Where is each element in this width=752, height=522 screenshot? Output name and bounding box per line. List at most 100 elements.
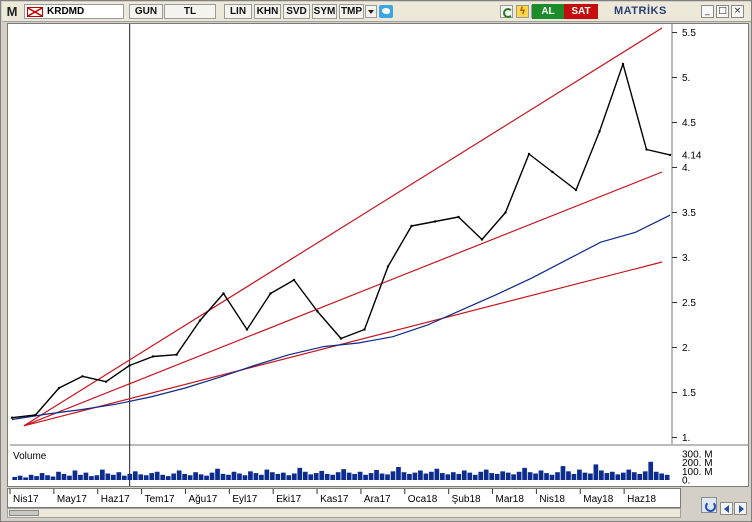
date-tick-label: Ara17	[364, 494, 391, 505]
volume-bar	[138, 474, 144, 480]
volume-bar	[237, 473, 242, 480]
volume-bar	[12, 476, 17, 480]
volume-bar	[440, 473, 445, 480]
volume-bar	[220, 473, 226, 480]
volume-bar	[253, 473, 259, 480]
price-point	[386, 265, 390, 268]
volume-bar	[242, 475, 248, 480]
candle-button[interactable]: KHN	[254, 4, 281, 19]
volume-bar	[259, 474, 264, 480]
volume-bar	[385, 474, 390, 480]
buy-button[interactable]: AL	[532, 4, 564, 19]
date-tick-label: Haz18	[627, 494, 656, 505]
chart-scrollbar[interactable]	[7, 508, 681, 518]
volume-bar	[39, 473, 45, 480]
template-button[interactable]: TMP	[339, 4, 364, 19]
price-chart[interactable]: 5.5 5. 4.5 4. 3.5 3. 2.5 2. 1.5 1. 4.14 300. M200. …	[10, 24, 748, 486]
volume-bar	[363, 474, 368, 480]
volume-bar	[324, 473, 330, 480]
volume-bar	[346, 472, 352, 480]
volume-bar	[89, 476, 94, 480]
volume-bar	[50, 476, 56, 480]
scroll-thumb[interactable]	[9, 510, 39, 516]
volume-bar	[505, 472, 511, 480]
refresh-icon[interactable]	[500, 5, 513, 18]
price-point	[457, 215, 460, 219]
volume-bar	[319, 470, 325, 480]
volume-bar	[160, 474, 166, 480]
price-point	[551, 170, 554, 174]
volume-bar	[335, 472, 341, 480]
volume-bar	[100, 469, 105, 480]
sell-button[interactable]: SAT	[564, 4, 598, 19]
volume-bar	[538, 470, 544, 480]
volume-bar	[631, 472, 637, 480]
volume-bar	[302, 471, 308, 480]
dropdown-icon[interactable]	[365, 5, 377, 18]
volume-bar	[297, 467, 303, 480]
volume-bar	[368, 473, 374, 480]
volume-bar	[45, 475, 50, 480]
volume-bar	[182, 473, 187, 480]
linear-scale-button[interactable]: LIN	[224, 4, 252, 19]
price-point	[339, 337, 343, 340]
price-tick-label: 4.	[682, 163, 690, 174]
minimize-button[interactable]: _	[701, 5, 714, 18]
volume-bar	[248, 471, 253, 480]
app-menu-icon[interactable]: M	[6, 4, 18, 19]
sync-icon[interactable]	[701, 497, 717, 513]
price-tick-label: 4.5	[682, 118, 696, 129]
price-point	[668, 153, 672, 157]
volume-bar	[456, 473, 462, 480]
date-axis: Nis17 May17 Haz17 Tem17 Ağu17 Eyl17 Eki17 Kas17…	[7, 488, 681, 508]
volume-bar	[209, 472, 215, 480]
symbol-button[interactable]: SYM	[312, 4, 337, 19]
price-tick-label: 3.	[682, 253, 690, 264]
date-tick-label: Nis17	[13, 494, 39, 505]
volume-bar	[83, 472, 89, 480]
volume-bar	[555, 472, 560, 480]
volume-bar	[116, 472, 122, 480]
date-tick-label: Mar18	[496, 494, 525, 505]
price-point	[527, 152, 531, 156]
volume-bar	[516, 471, 522, 480]
lightning-icon[interactable]: ϟ	[516, 5, 529, 18]
price-point	[504, 211, 507, 214]
chart-frame[interactable]: 5.5 5. 4.5 4. 3.5 3. 2.5 2. 1.5 1. 4.14 300. M 200. …	[7, 23, 749, 487]
maximize-button[interactable]: □	[716, 5, 729, 18]
period-button[interactable]: GUN	[129, 4, 163, 19]
date-tick-label: Kas17	[320, 494, 349, 505]
volume-bar	[588, 473, 593, 480]
volume-bar	[313, 473, 319, 480]
twitter-icon[interactable]	[379, 5, 393, 18]
volume-bar	[226, 474, 231, 480]
volume-bar	[648, 461, 654, 480]
close-button[interactable]: ×	[731, 5, 744, 18]
volume-bar	[599, 470, 604, 480]
date-tick-label: Oca18	[408, 494, 438, 505]
price-tick-label: 5.	[682, 73, 690, 84]
save-view-button[interactable]: SVD	[283, 4, 310, 19]
volume-bar	[187, 475, 193, 480]
price-point	[104, 380, 108, 383]
price-tick-label: 3.5	[682, 208, 696, 219]
volume-bar	[500, 471, 505, 480]
volume-tick-label: 100. M	[682, 467, 713, 478]
date-tick-label: Eki17	[276, 494, 301, 505]
date-axis-labels: Nis17 May17 Haz17 Tem17 Ağu17 Eyl17 Eki17 Kas17…	[9, 489, 656, 505]
symbol-selector[interactable]: KRDMD	[24, 4, 124, 19]
scroll-left-button[interactable]	[720, 502, 733, 515]
volume-bar	[577, 469, 582, 480]
volume-bar	[154, 471, 160, 480]
currency-button[interactable]: TL	[164, 4, 216, 19]
price-point	[175, 353, 178, 356]
volume-bar	[28, 474, 34, 480]
date-tick-label: Eyl17	[232, 494, 257, 505]
volume-bar	[604, 473, 610, 480]
flag-icon	[27, 7, 43, 17]
scroll-right-button[interactable]	[734, 502, 747, 515]
volume-bar	[637, 473, 643, 480]
volume-bar	[67, 475, 72, 480]
volume-bar	[275, 473, 281, 480]
